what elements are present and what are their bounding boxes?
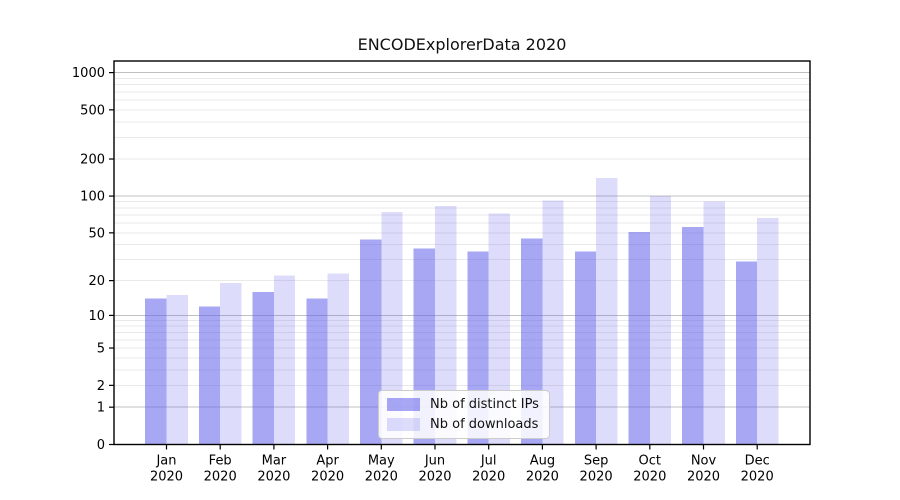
bar-downloads-may bbox=[381, 212, 403, 445]
x-tick-label-year: 2020 bbox=[633, 470, 666, 485]
x-tick-label-year: 2020 bbox=[365, 470, 398, 485]
bar-ips-may bbox=[360, 239, 382, 445]
bar-ips-feb bbox=[198, 306, 221, 445]
chart-title: ENCODExplorerData 2020 bbox=[357, 35, 567, 54]
x-tick-label-month: Feb bbox=[209, 454, 232, 469]
x-tick-label-month: Aug bbox=[530, 454, 555, 469]
bar-ips-oct bbox=[628, 231, 650, 445]
bar-downloads-aug bbox=[542, 200, 564, 445]
bar-downloads-apr bbox=[327, 273, 349, 445]
x-tick-label-year: 2020 bbox=[472, 470, 505, 485]
x-tick-label-year: 2020 bbox=[526, 470, 559, 485]
bar-ips-sep bbox=[574, 251, 597, 445]
legend-item-downloads: Nb of downloads bbox=[387, 417, 539, 432]
y-tick-label: 5 bbox=[97, 342, 105, 357]
y-tick-label: 50 bbox=[88, 226, 105, 241]
bar-downloads-dec bbox=[757, 218, 779, 445]
x-tick-label-year: 2020 bbox=[687, 470, 720, 485]
x-tick-label-month: Apr bbox=[316, 454, 339, 469]
bar-downloads-nov bbox=[703, 201, 725, 445]
bar-ips-jan bbox=[145, 298, 167, 445]
x-tick-label-year: 2020 bbox=[204, 470, 237, 485]
legend-label-distinct-ips: Nb of distinct IPs bbox=[430, 397, 539, 412]
x-tick-label-month: Dec bbox=[745, 454, 770, 469]
x-tick-label-month: Jun bbox=[424, 454, 445, 469]
y-tick-label: 500 bbox=[80, 103, 105, 118]
y-tick-label: 200 bbox=[80, 153, 105, 168]
bar-downloads-jan bbox=[166, 295, 188, 445]
y-tick-label: 0 bbox=[97, 438, 105, 453]
y-tick-label: 1 bbox=[97, 401, 105, 416]
x-tick-label-year: 2020 bbox=[580, 470, 613, 485]
bar-downloads-mar bbox=[273, 275, 296, 445]
y-tick-label: 1000 bbox=[72, 66, 105, 81]
x-tick-label-year: 2020 bbox=[741, 470, 774, 485]
bar-ips-dec bbox=[735, 261, 758, 445]
x-tick-label-month: Mar bbox=[262, 454, 287, 469]
bar-downloads-oct bbox=[649, 196, 672, 445]
bar-downloads-sep bbox=[596, 178, 618, 445]
plot-frame bbox=[113, 60, 811, 446]
legend: Nb of distinct IPs Nb of downloads bbox=[378, 390, 550, 439]
x-tick-label-year: 2020 bbox=[311, 470, 344, 485]
x-tick-label-month: Nov bbox=[691, 454, 717, 469]
bar-downloads-jun bbox=[435, 205, 457, 445]
x-tick-label-year: 2020 bbox=[257, 470, 290, 485]
bar-ips-mar bbox=[252, 291, 274, 445]
y-tick-label: 10 bbox=[88, 309, 105, 324]
y-tick-label: 20 bbox=[88, 274, 105, 289]
x-tick-label-month: May bbox=[368, 454, 395, 469]
bar-downloads-jul bbox=[488, 213, 510, 445]
x-tick-label-month: Oct bbox=[639, 454, 661, 469]
y-tick-label: 100 bbox=[80, 190, 105, 205]
bar-ips-nov bbox=[682, 226, 704, 445]
x-tick-label-month: Jan bbox=[155, 454, 176, 469]
x-tick-label-month: Sep bbox=[584, 454, 609, 469]
x-tick-label-month: Jul bbox=[480, 454, 497, 469]
x-tick-label-year: 2020 bbox=[150, 470, 183, 485]
bar-ips-apr bbox=[306, 298, 328, 445]
legend-label-downloads: Nb of downloads bbox=[430, 417, 539, 432]
legend-swatch-distinct-ips bbox=[387, 398, 420, 411]
legend-swatch-downloads bbox=[387, 418, 420, 431]
bar-downloads-feb bbox=[220, 283, 242, 445]
legend-item-distinct-ips: Nb of distinct IPs bbox=[387, 397, 539, 412]
x-tick-label-year: 2020 bbox=[418, 470, 451, 485]
y-tick-label: 2 bbox=[97, 379, 105, 394]
